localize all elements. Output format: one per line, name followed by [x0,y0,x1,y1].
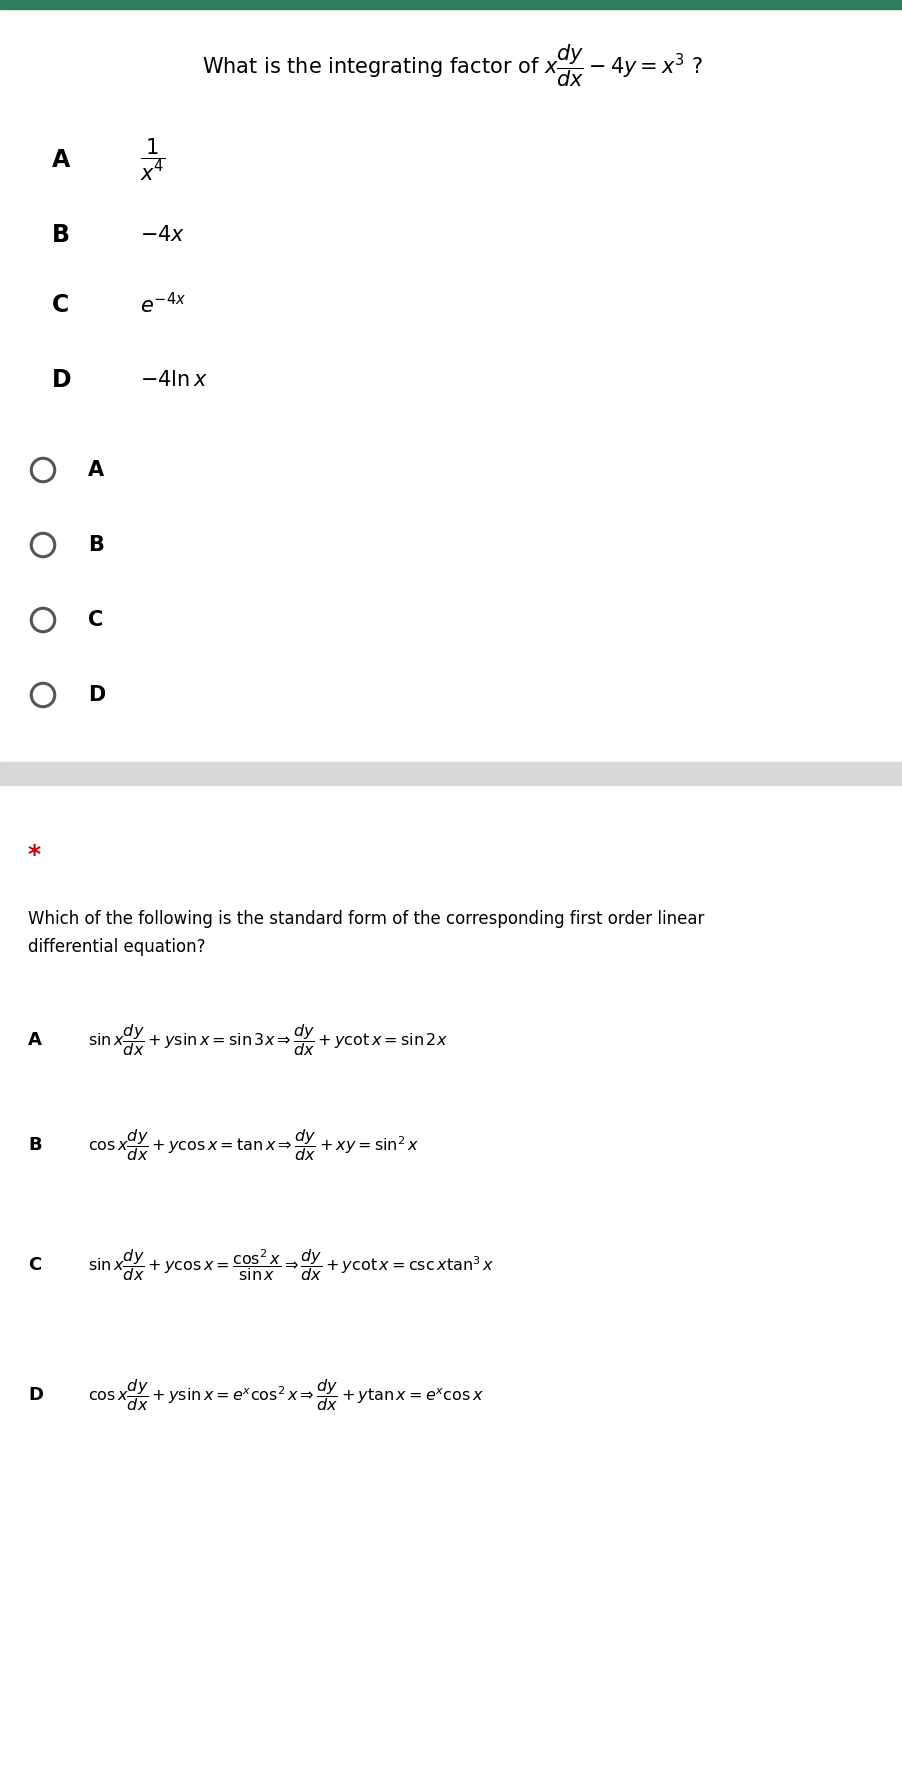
Text: D: D [28,1386,43,1404]
Text: C: C [28,1255,41,1275]
Text: $-4\ln x$: $-4\ln x$ [140,370,207,391]
Text: B: B [87,536,104,555]
Text: Which of the following is the standard form of the corresponding first order lin: Which of the following is the standard f… [28,911,704,956]
Text: C: C [52,293,69,316]
Text: $\sin x\dfrac{dy}{dx}+y\cos x=\dfrac{\cos^{2}x}{\sin x}\Rightarrow\dfrac{dy}{dx}: $\sin x\dfrac{dy}{dx}+y\cos x=\dfrac{\co… [87,1246,493,1284]
Text: What is the integrating factor of $x\dfrac{dy}{dx}-4y=x^{3}$ ?: What is the integrating factor of $x\dfr… [201,42,702,88]
Text: A: A [87,460,104,479]
Text: $\sin x\dfrac{dy}{dx}+y\sin x=\sin 3x\Rightarrow\dfrac{dy}{dx}+y\cot x=\sin 2x$: $\sin x\dfrac{dy}{dx}+y\sin x=\sin 3x\Ri… [87,1022,447,1057]
Text: *: * [28,843,41,866]
Text: D: D [52,368,71,392]
Bar [0,762,902,785]
Text: A: A [28,1031,41,1048]
Text: $\dfrac{1}{x^{4}}$: $\dfrac{1}{x^{4}}$ [140,136,166,184]
Text: $-4x$: $-4x$ [140,225,185,246]
Text: A: A [52,149,70,171]
Text: B: B [52,223,70,248]
Text: $\cos x\dfrac{dy}{dx}+y\sin x=e^{x}\cos^{2}x\Rightarrow\dfrac{dy}{dx}+y\tan x=e^: $\cos x\dfrac{dy}{dx}+y\sin x=e^{x}\cos^… [87,1377,483,1413]
Text: $\cos x\dfrac{dy}{dx}+y\cos x=\tan x\Rightarrow\dfrac{dy}{dx}+xy=\sin^{2}x$: $\cos x\dfrac{dy}{dx}+y\cos x=\tan x\Rig… [87,1126,419,1163]
Text: $e^{-4x}$: $e^{-4x}$ [140,292,186,318]
Text: B: B [28,1137,41,1155]
Text: D: D [87,684,106,705]
Text: C: C [87,610,103,629]
